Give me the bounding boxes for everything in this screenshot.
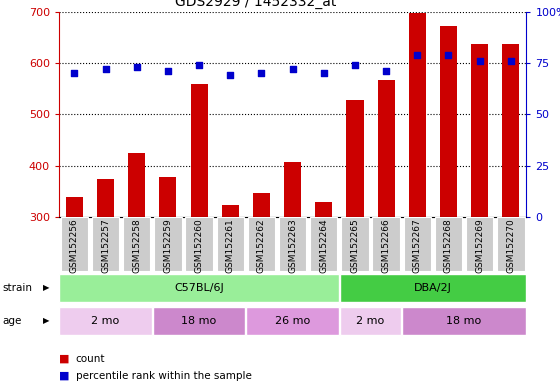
Bar bbox=[341, 217, 368, 271]
Point bbox=[257, 70, 266, 76]
Bar bbox=[246, 306, 339, 335]
Bar bbox=[66, 197, 83, 217]
Text: GSM152259: GSM152259 bbox=[164, 218, 172, 273]
Point bbox=[506, 58, 515, 64]
Point bbox=[475, 58, 484, 64]
Point bbox=[195, 62, 204, 68]
Bar bbox=[404, 217, 431, 271]
Bar bbox=[372, 217, 400, 271]
Bar bbox=[154, 217, 181, 271]
Text: strain: strain bbox=[3, 283, 33, 293]
Bar bbox=[60, 217, 88, 271]
Bar bbox=[123, 217, 151, 271]
Text: ▶: ▶ bbox=[43, 316, 49, 325]
Text: GSM152264: GSM152264 bbox=[319, 218, 328, 273]
Bar bbox=[377, 80, 395, 217]
Point bbox=[132, 64, 141, 70]
Point bbox=[164, 68, 172, 74]
Text: 2 mo: 2 mo bbox=[91, 316, 120, 326]
Bar bbox=[502, 45, 519, 217]
Bar bbox=[315, 202, 332, 217]
Bar bbox=[160, 177, 176, 217]
Text: GSM152268: GSM152268 bbox=[444, 218, 453, 273]
Text: ■: ■ bbox=[59, 371, 69, 381]
Text: C57BL/6J: C57BL/6J bbox=[174, 283, 224, 293]
Text: count: count bbox=[76, 354, 105, 364]
Text: GSM152267: GSM152267 bbox=[413, 218, 422, 273]
Point bbox=[101, 66, 110, 72]
Text: GSM152263: GSM152263 bbox=[288, 218, 297, 273]
Text: GSM152270: GSM152270 bbox=[506, 218, 515, 273]
Bar bbox=[217, 217, 244, 271]
Bar bbox=[279, 217, 306, 271]
Bar bbox=[466, 217, 493, 271]
Bar bbox=[190, 84, 208, 217]
Bar bbox=[59, 274, 339, 302]
Bar bbox=[128, 153, 145, 217]
Text: 2 mo: 2 mo bbox=[356, 316, 385, 326]
Bar bbox=[402, 306, 526, 335]
Bar bbox=[248, 217, 275, 271]
Point bbox=[70, 70, 79, 76]
Title: GDS2929 / 1452332_at: GDS2929 / 1452332_at bbox=[175, 0, 336, 9]
Text: ■: ■ bbox=[59, 354, 69, 364]
Bar bbox=[340, 274, 526, 302]
Bar bbox=[185, 217, 213, 271]
Point bbox=[413, 51, 422, 58]
Text: 18 mo: 18 mo bbox=[181, 316, 217, 326]
Point bbox=[319, 70, 328, 76]
Text: GSM152260: GSM152260 bbox=[194, 218, 204, 273]
Bar bbox=[253, 193, 270, 217]
Point bbox=[288, 66, 297, 72]
Bar bbox=[222, 205, 239, 217]
Text: GSM152256: GSM152256 bbox=[70, 218, 79, 273]
Text: ▶: ▶ bbox=[43, 283, 49, 293]
Bar bbox=[59, 306, 152, 335]
Text: GSM152257: GSM152257 bbox=[101, 218, 110, 273]
Bar bbox=[440, 26, 457, 217]
Bar bbox=[153, 306, 245, 335]
Text: GSM152266: GSM152266 bbox=[381, 218, 391, 273]
Text: GSM152262: GSM152262 bbox=[257, 218, 266, 273]
Bar bbox=[284, 162, 301, 217]
Bar bbox=[310, 217, 338, 271]
Text: GSM152258: GSM152258 bbox=[132, 218, 141, 273]
Bar bbox=[435, 217, 462, 271]
Text: 18 mo: 18 mo bbox=[446, 316, 482, 326]
Text: 26 mo: 26 mo bbox=[275, 316, 310, 326]
Bar bbox=[409, 13, 426, 217]
Text: age: age bbox=[3, 316, 22, 326]
Point bbox=[382, 68, 391, 74]
Bar bbox=[497, 217, 525, 271]
Bar bbox=[97, 179, 114, 217]
Bar bbox=[471, 45, 488, 217]
Point bbox=[226, 72, 235, 78]
Bar bbox=[340, 306, 401, 335]
Bar bbox=[92, 217, 119, 271]
Text: GSM152261: GSM152261 bbox=[226, 218, 235, 273]
Point bbox=[351, 62, 360, 68]
Text: DBA/2J: DBA/2J bbox=[414, 283, 452, 293]
Point bbox=[444, 51, 453, 58]
Text: GSM152265: GSM152265 bbox=[351, 218, 360, 273]
Text: GSM152269: GSM152269 bbox=[475, 218, 484, 273]
Text: percentile rank within the sample: percentile rank within the sample bbox=[76, 371, 251, 381]
Bar bbox=[347, 100, 363, 217]
